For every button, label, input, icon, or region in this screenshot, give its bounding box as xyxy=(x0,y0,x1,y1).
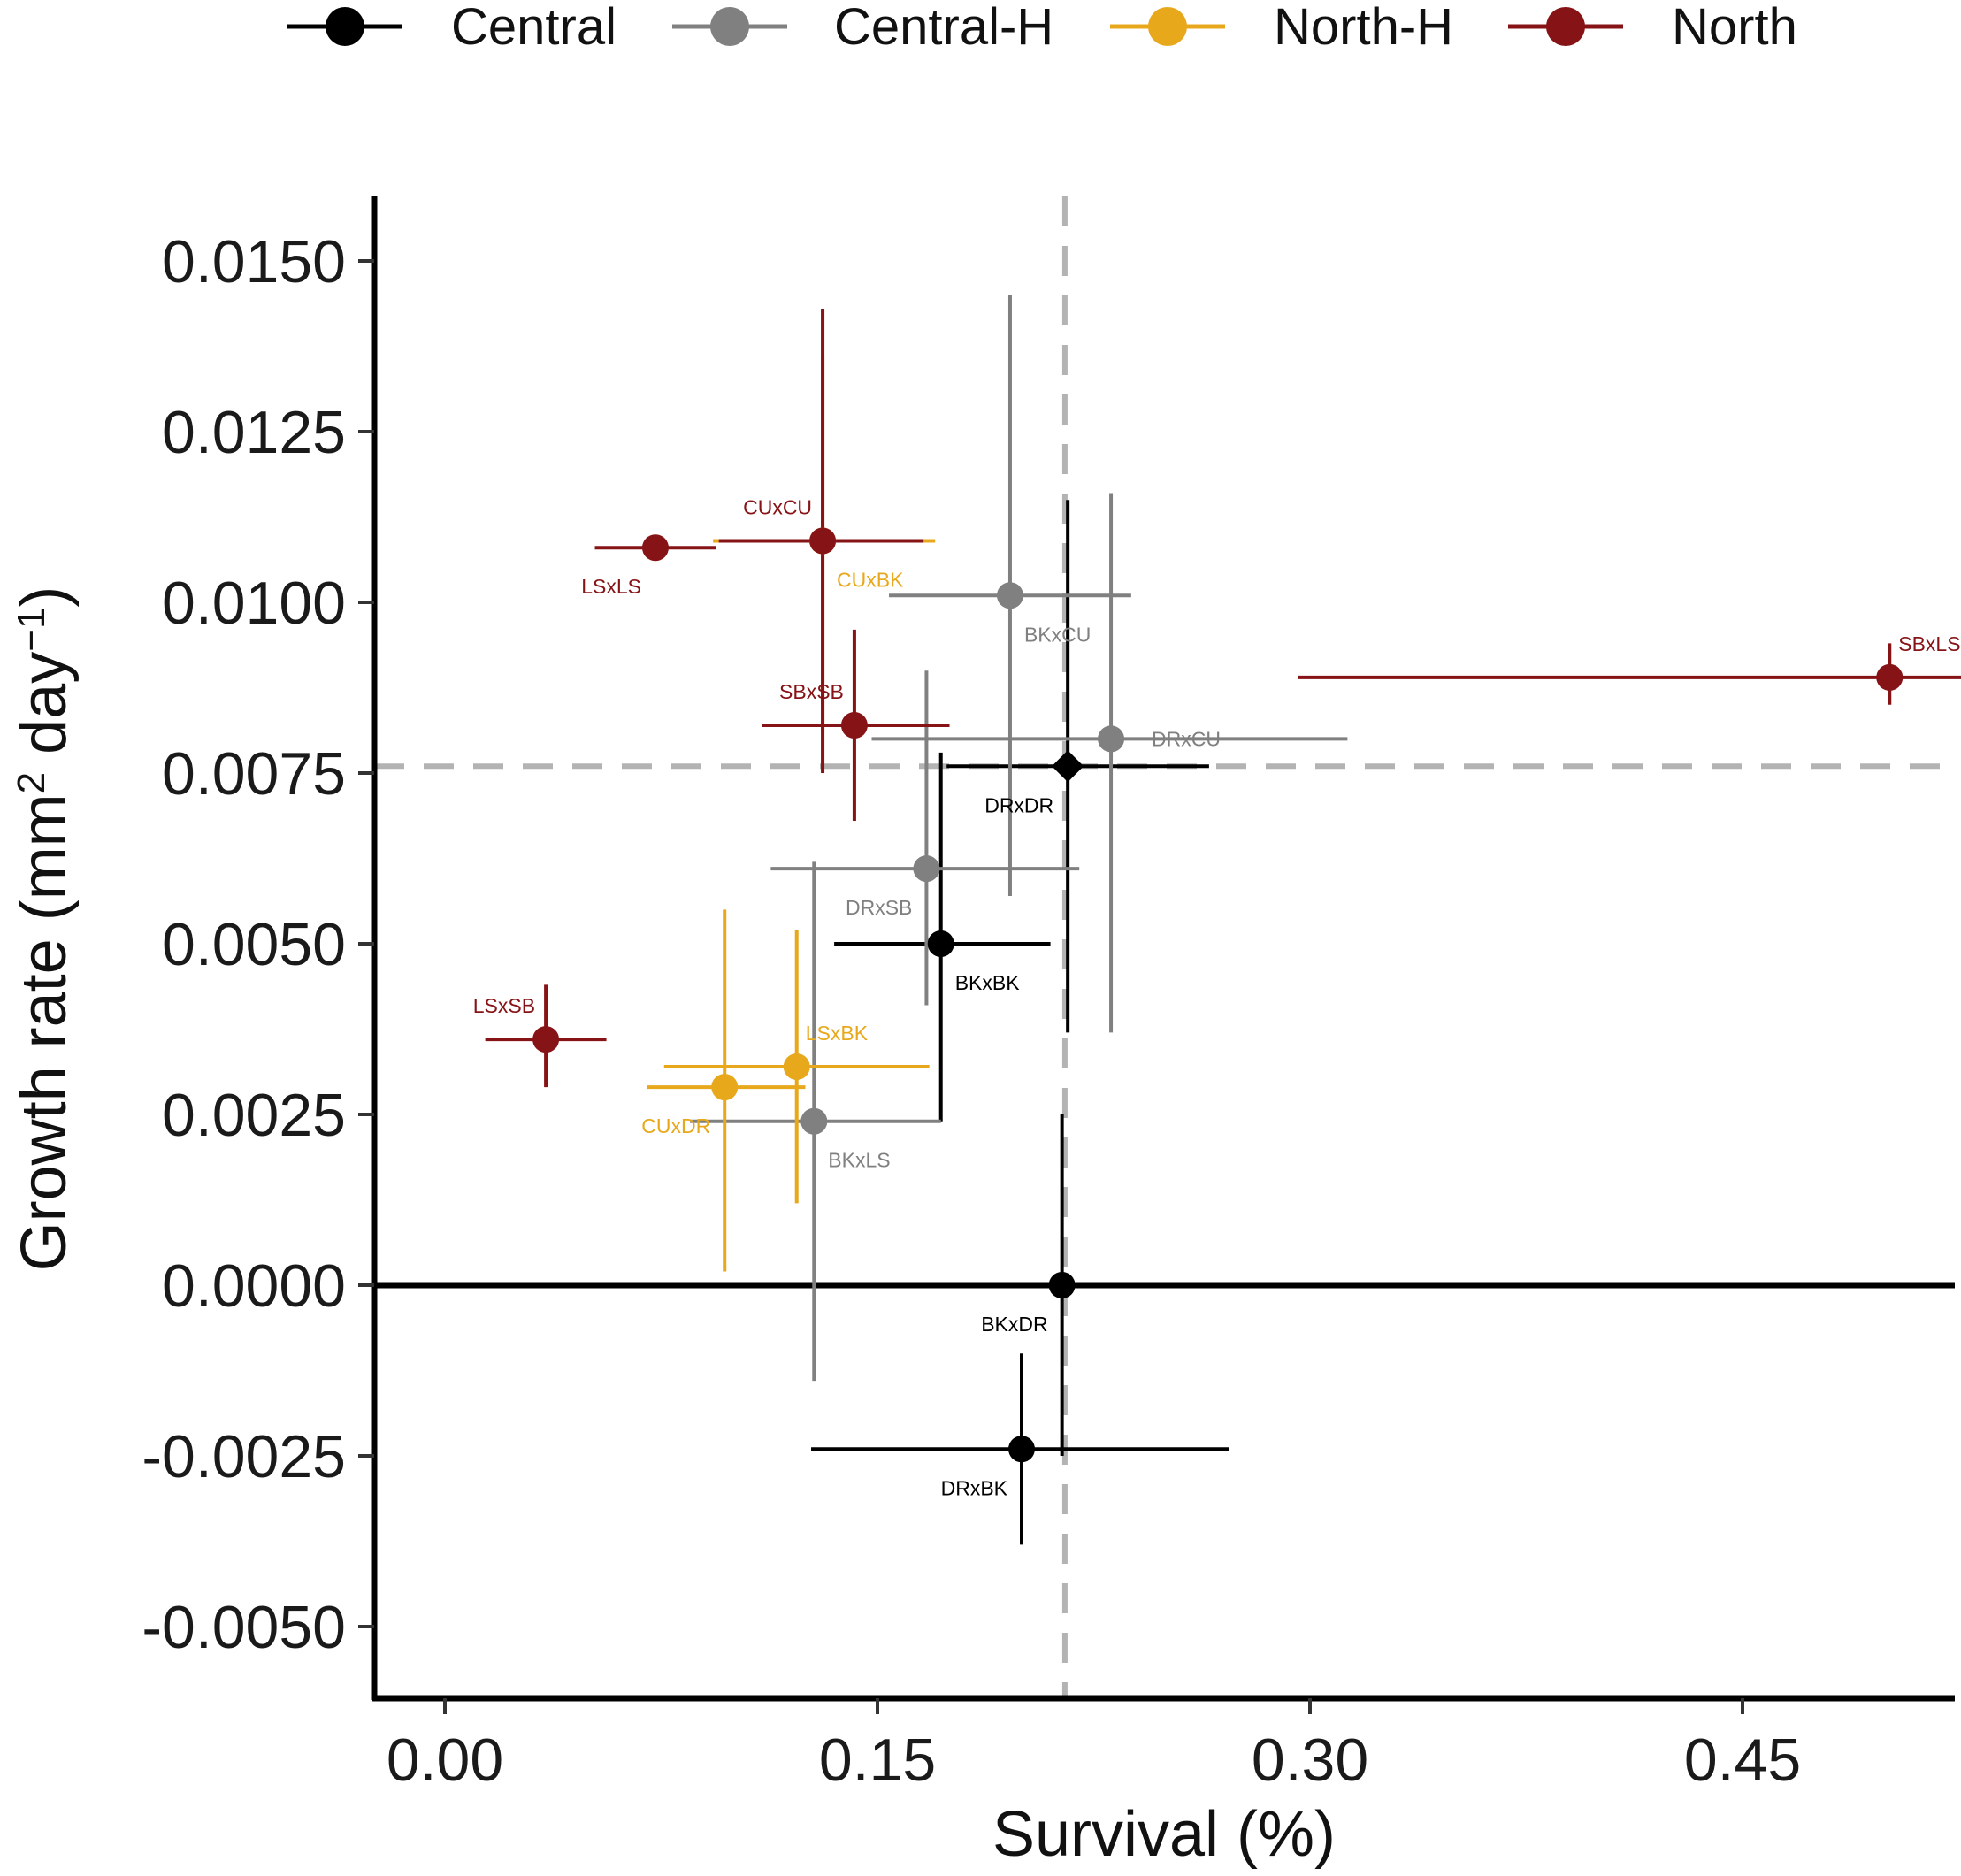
legend: Central Central-H North-H North xyxy=(287,0,1797,56)
point-bkxcu xyxy=(996,582,1023,609)
point-labels: DRxDR BKxBK BKxDR DRxBK BKxCU DRxCU DRxSB BKxLS… xyxy=(473,496,1961,1500)
legend-label-north-h: North-H xyxy=(1274,0,1453,56)
point-lsxbk xyxy=(783,1053,810,1080)
y-tick-label: -0.0050 xyxy=(142,1594,346,1661)
point-cuxcu xyxy=(809,527,837,555)
point-label-cuxcu: CUxCU xyxy=(743,496,812,519)
point-bkxbk xyxy=(927,930,954,957)
legend-marker-north-h xyxy=(1148,7,1187,46)
y-tick-label: 0.0025 xyxy=(162,1082,346,1149)
point-label-cuxbk: CUxBK xyxy=(837,569,904,592)
point-label-drxbk: DRxBK xyxy=(941,1476,1008,1499)
point-label-cuxdr: CUxDR xyxy=(641,1114,710,1137)
point-label-drxsb: DRxSB xyxy=(846,896,912,919)
y-axis-title-mid: day xyxy=(9,652,80,772)
point-drxsb xyxy=(913,855,940,883)
point-sbxsb xyxy=(840,711,868,739)
legend-label-north: North xyxy=(1672,0,1797,56)
legend-marker-north xyxy=(1546,7,1585,46)
point-lsxsb xyxy=(532,1026,560,1053)
point-label-bkxbk: BKxBK xyxy=(955,971,1021,994)
error-bars xyxy=(485,295,1961,1545)
legend-marker-central xyxy=(326,7,364,46)
point-label-bkxcu: BKxCU xyxy=(1024,623,1091,646)
y-axis-title-sup2: −1 xyxy=(10,608,53,652)
point-label-drxcu: DRxCU xyxy=(1152,727,1221,750)
reference-lines xyxy=(374,196,1955,1698)
point-sbxls xyxy=(1876,663,1904,691)
point-lsxls xyxy=(641,534,669,562)
legend-item-north-h: North-H xyxy=(1110,0,1453,56)
point-cuxdr xyxy=(711,1074,739,1101)
y-axis-title: Growth rate (mm2 day−1) xyxy=(9,586,80,1272)
point-drxdr xyxy=(1052,750,1084,783)
point-label-drxdr: DRxDR xyxy=(984,793,1053,816)
x-tick-label: 0.30 xyxy=(1252,1727,1368,1794)
x-tick-label: 0.45 xyxy=(1684,1727,1801,1794)
point-drxcu xyxy=(1098,725,1125,753)
legend-label-central-h: Central-H xyxy=(834,0,1053,56)
x-axis-title: Survival (%) xyxy=(992,1799,1336,1870)
legend-item-central: Central xyxy=(287,0,617,56)
point-label-lsxbk: LSxBK xyxy=(806,1022,869,1045)
point-label-bkxls: BKxLS xyxy=(828,1149,890,1172)
y-tick-label: 0.0000 xyxy=(162,1252,346,1320)
axes: 0.000.150.300.450.600.750.01500.01250.01… xyxy=(142,196,1955,1794)
point-bkxdr xyxy=(1048,1272,1076,1298)
data-points xyxy=(532,527,1904,1463)
point-label-lsxls: LSxLS xyxy=(581,575,641,598)
y-tick-label: 0.0050 xyxy=(162,911,346,978)
x-tick-label: 0.15 xyxy=(819,1727,936,1794)
y-tick-label: 0.0125 xyxy=(162,399,346,466)
point-bkxls xyxy=(800,1107,828,1135)
y-axis-title-end: ) xyxy=(9,586,80,608)
legend-item-central-h: Central-H xyxy=(672,0,1053,56)
y-tick-label: 0.0100 xyxy=(162,570,346,637)
y-tick-label: 0.0075 xyxy=(162,740,346,808)
legend-item-north: North xyxy=(1508,0,1797,56)
x-tick-label: 0.00 xyxy=(387,1727,503,1794)
point-label-sbxsb: SBxSB xyxy=(779,680,844,703)
y-tick-label: 0.0150 xyxy=(162,228,346,295)
legend-marker-central-h xyxy=(710,7,749,46)
y-axis-title-sup1: 2 xyxy=(10,772,53,793)
point-label-bkxdr: BKxDR xyxy=(981,1313,1047,1336)
point-label-lsxsb: LSxSB xyxy=(473,994,535,1017)
point-label-sbxls: SBxLS xyxy=(1898,632,1960,655)
y-tick-label: -0.0025 xyxy=(142,1423,346,1490)
legend-label-central: Central xyxy=(451,0,617,56)
y-axis-title-main: Growth rate (mm xyxy=(9,793,80,1271)
point-drxbk xyxy=(1008,1436,1035,1463)
